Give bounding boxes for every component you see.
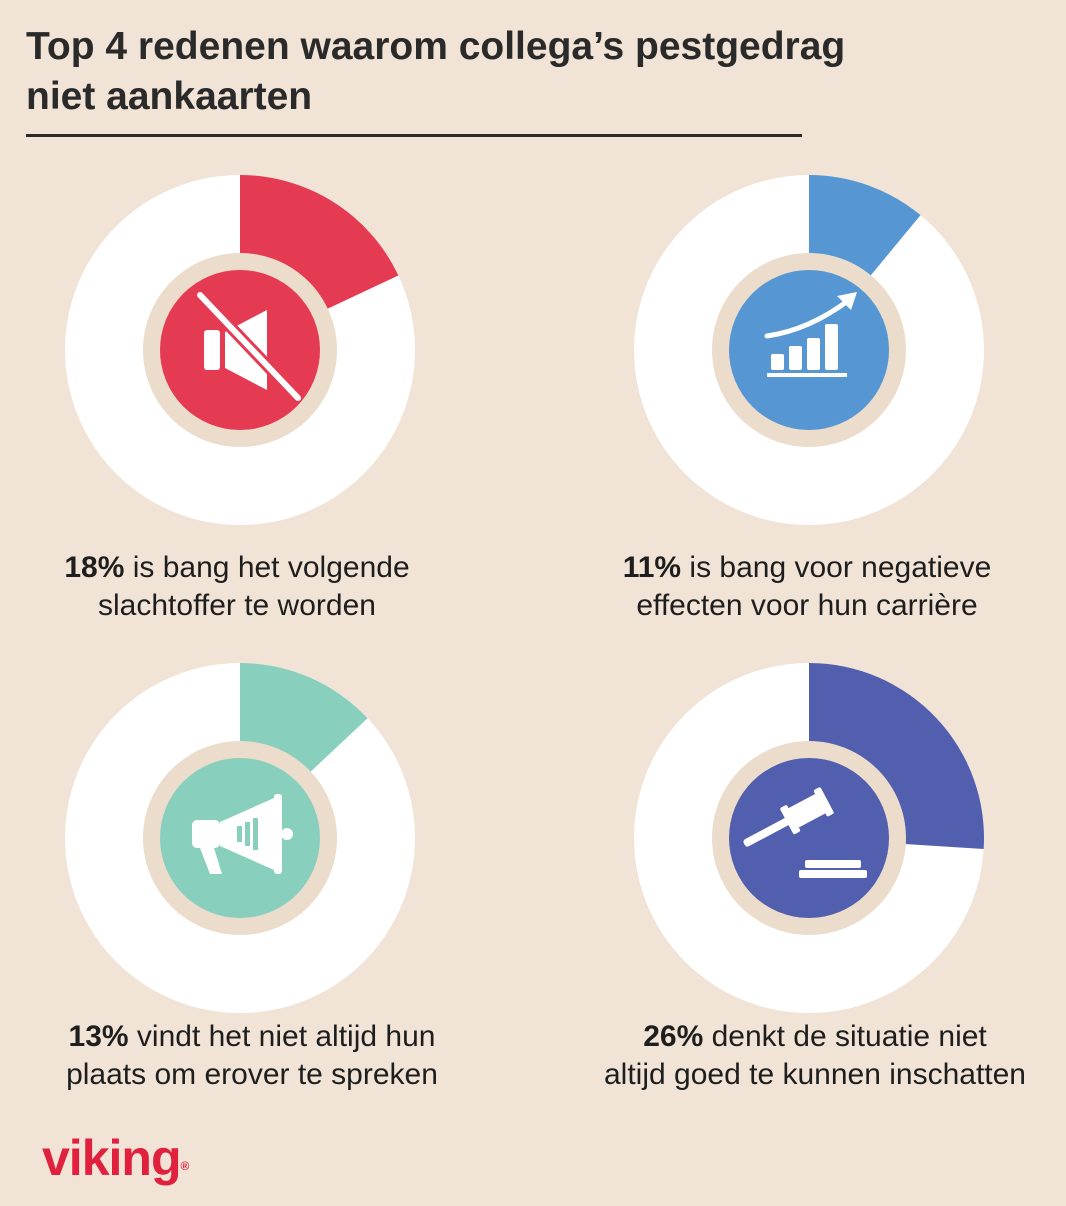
caption-2-line-1: is bang voor negatieve <box>681 551 992 584</box>
mute-speaker-icon <box>195 290 303 403</box>
caption-3-value: 13% <box>68 1020 129 1053</box>
donut-chart-2 <box>634 175 984 525</box>
title-underline <box>26 134 802 137</box>
caption-4-value: 26% <box>643 1020 704 1053</box>
caption-4: 26% denkt de situatie niet altijd goed t… <box>555 1018 1066 1094</box>
caption-2-value: 11% <box>622 551 682 584</box>
caption-1-line-1: is bang het volgende <box>124 551 410 584</box>
caption-4-line-1: denkt de situatie niet <box>703 1020 987 1053</box>
caption-1-line-2: slachtoffer te worden <box>98 589 376 622</box>
donut-chart-1 <box>65 175 415 525</box>
caption-3-line-1: vindt het niet altijd hun <box>128 1020 436 1053</box>
donut-svg-1 <box>65 175 415 525</box>
caption-2-line-2: effecten voor hun carrière <box>636 589 978 622</box>
title-line-1: Top 4 redenen waarom collega’s pestgedra… <box>26 25 846 68</box>
growth-chart-icon <box>764 292 857 377</box>
caption-1: 18% is bang het volgende slachtoffer te … <box>0 549 497 625</box>
donut-svg-2 <box>634 175 984 525</box>
title-line-2: niet aankaarten <box>26 75 313 118</box>
donut-svg-4 <box>634 663 984 1013</box>
logo-text: viking <box>42 1130 181 1186</box>
donut-svg-3 <box>65 663 415 1013</box>
donut-chart-4 <box>634 663 984 1013</box>
gavel-icon <box>743 787 867 878</box>
megaphone-icon <box>192 794 293 874</box>
viking-logo: viking® <box>42 1128 189 1188</box>
caption-4-line-2: altijd goed te kunnen inschatten <box>604 1058 1026 1091</box>
caption-3-line-2: plaats om erover te spreken <box>66 1058 438 1091</box>
caption-3: 13% vindt het niet altijd hun plaats om … <box>0 1018 512 1094</box>
page-title: Top 4 redenen waarom collega’s pestgedra… <box>26 22 986 122</box>
caption-2: 11% is bang voor negatieve effecten voor… <box>547 549 1066 625</box>
logo-registered-mark: ® <box>180 1159 189 1173</box>
donut-chart-3 <box>65 663 415 1013</box>
caption-1-value: 18% <box>64 551 125 584</box>
